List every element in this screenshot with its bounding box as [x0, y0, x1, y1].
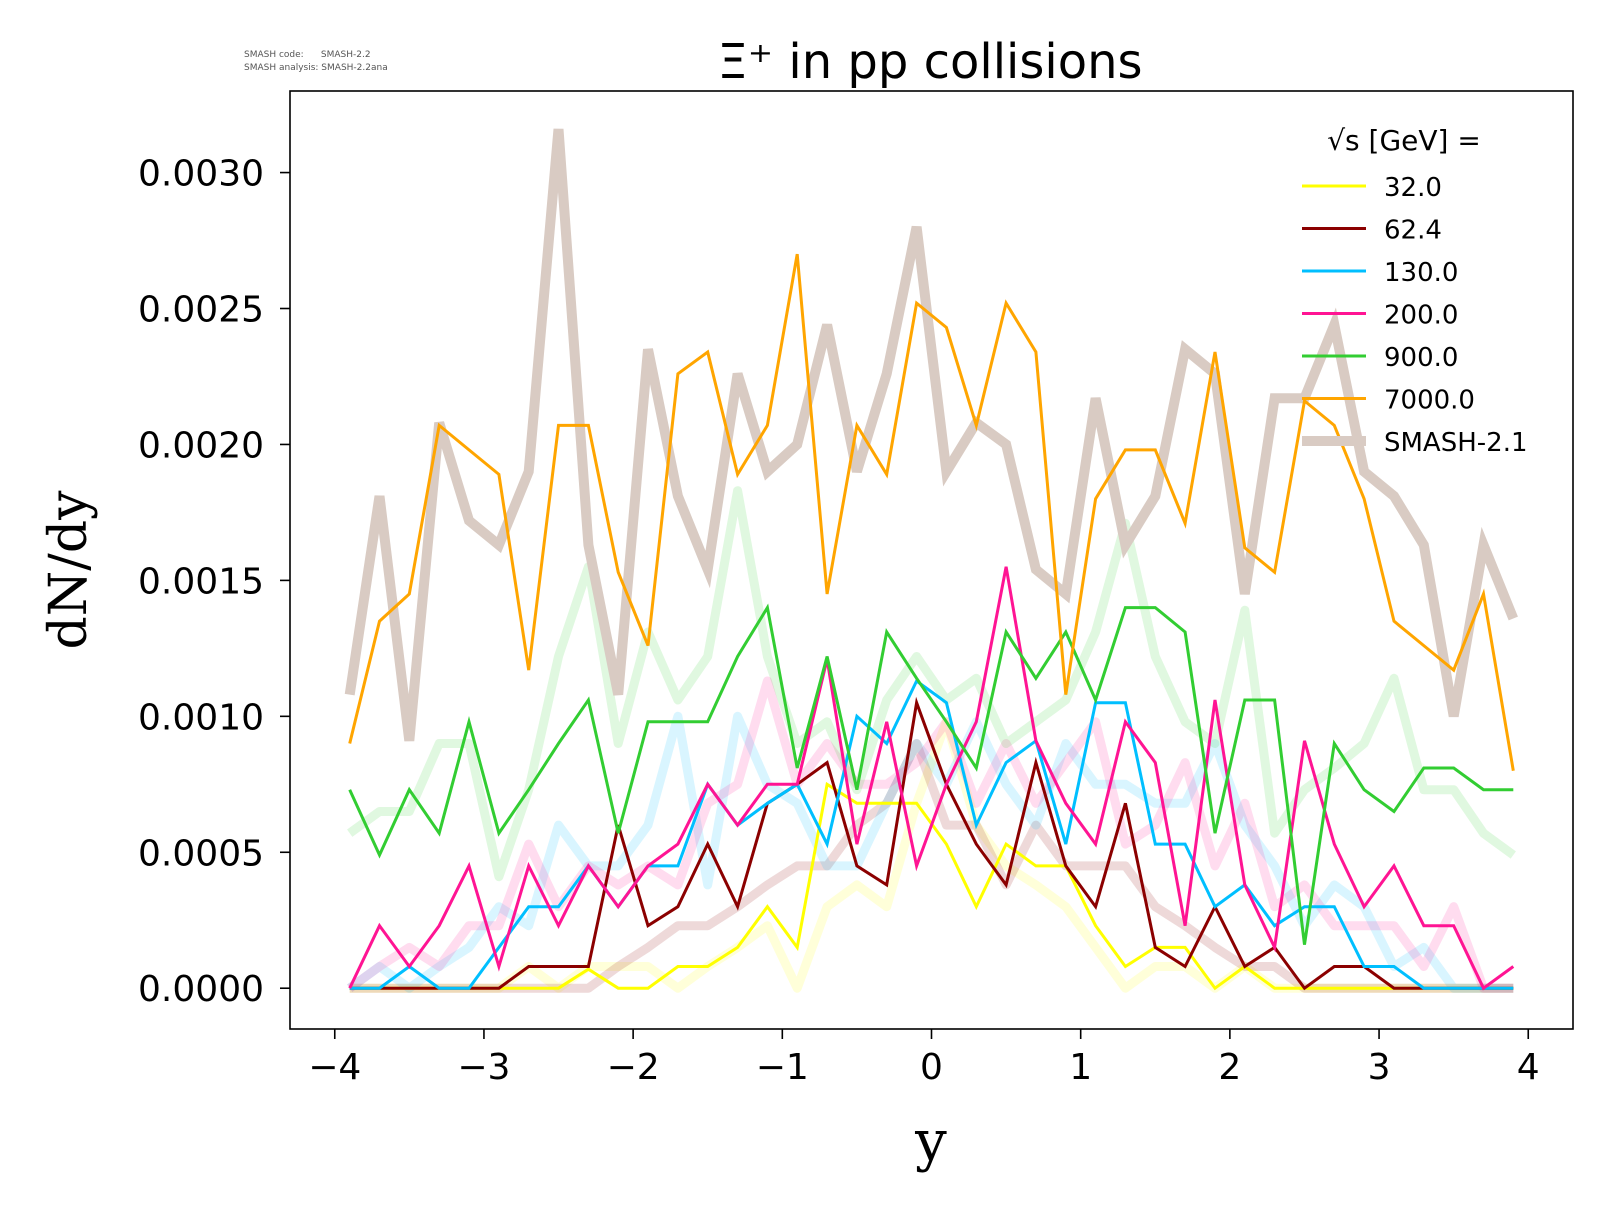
- y-tick-label: 0.0000: [138, 969, 264, 1010]
- x-tick-label: 3: [1368, 1047, 1391, 1088]
- series-line-900-0: [348, 603, 1514, 945]
- x-tick-label: 1: [1069, 1047, 1092, 1088]
- series-layer: [344, 128, 1518, 993]
- x-tick-label: −1: [756, 1047, 809, 1088]
- x-tick-label: −3: [457, 1047, 510, 1088]
- y-tick-label: 0.0025: [138, 290, 264, 331]
- x-tick-label: 2: [1218, 1047, 1241, 1088]
- series-line-62-4: [349, 696, 1514, 991]
- y-tick-label: 0.0005: [138, 833, 264, 874]
- legend-label: 7000.0: [1384, 386, 1475, 416]
- y-tick-label: 0.0020: [138, 425, 264, 466]
- y-tick-label: 0.0010: [138, 697, 264, 738]
- previous-version-line-4: [347, 486, 1516, 882]
- series-line-130-0: [349, 678, 1514, 990]
- legend: √s [GeV] = 32.0 62.4 130.0 200.0 900.0 7000.0 S…: [1302, 124, 1528, 458]
- x-axis: −4 −3 −2 −1 0 1 2 3 4: [308, 1029, 1540, 1088]
- x-tick-label: −2: [607, 1047, 660, 1088]
- smash-analysis-note: SMASH analysis: SMASH-2.2ana: [244, 63, 388, 73]
- y-axis-label: dN/dy: [39, 490, 99, 650]
- legend-title: √s [GeV] =: [1327, 124, 1481, 157]
- chart-title: Ξ⁺ in pp collisions: [717, 34, 1142, 90]
- legend-label: 32.0: [1384, 173, 1442, 203]
- smash-code-note: SMASH code: SMASH-2.2: [244, 50, 371, 60]
- previous-version-line-3: [347, 676, 1514, 993]
- y-tick-label: 0.0015: [138, 561, 264, 602]
- series-line-7000-0: [348, 253, 1515, 771]
- legend-label: 62.4: [1384, 216, 1442, 246]
- legend-label: 200.0: [1384, 301, 1458, 331]
- legend-label: 130.0: [1384, 258, 1458, 288]
- x-tick-label: 4: [1517, 1047, 1540, 1088]
- y-axis: 0.0000 0.0005 0.0010 0.0015 0.0020 0.0025 0.00…: [138, 154, 290, 1010]
- series-line-smash-2-1: [344, 128, 1518, 742]
- legend-label: SMASH-2.1: [1384, 428, 1528, 458]
- x-tick-label: −4: [308, 1047, 361, 1088]
- y-tick-label: 0.0030: [138, 154, 264, 195]
- x-axis-label: y: [914, 1109, 947, 1174]
- x-tick-label: 0: [920, 1047, 943, 1088]
- series-line-200-0: [348, 566, 1515, 991]
- legend-label: 900.0: [1384, 343, 1458, 373]
